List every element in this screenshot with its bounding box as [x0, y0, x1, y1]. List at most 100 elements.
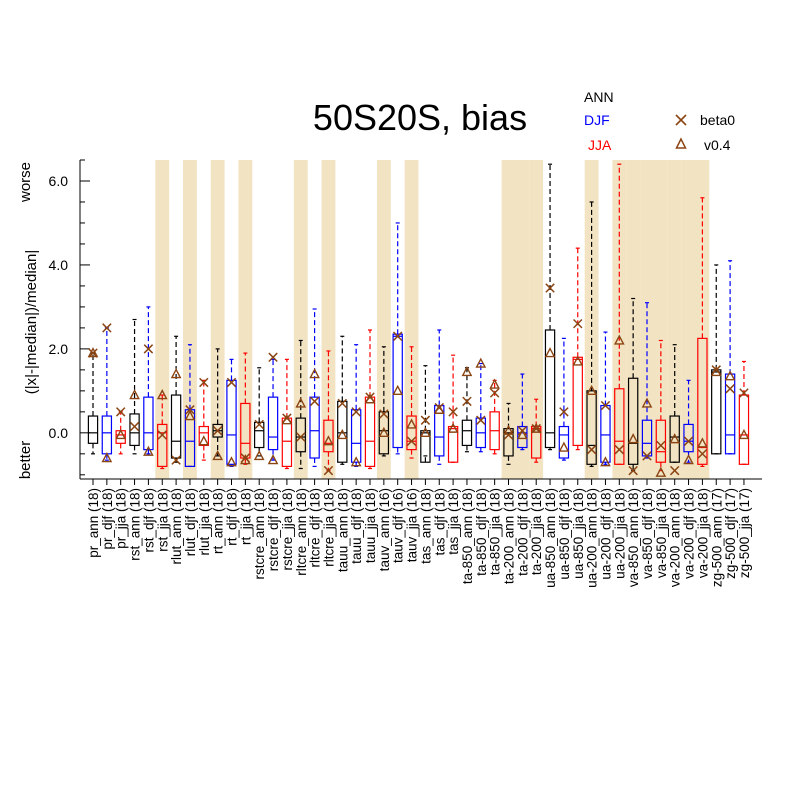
- beta0-marker: [226, 377, 237, 388]
- box-iqr: [392, 333, 403, 449]
- y-axis: 0.0 2.0 4.0 6.0: [49, 159, 90, 479]
- v04-marker: [87, 347, 99, 358]
- box-11: [239, 352, 251, 465]
- x-tick-label: zg-500_djf (17): [723, 488, 738, 579]
- box-34: [558, 337, 570, 461]
- box-14: [281, 358, 293, 470]
- x-tick-label: tauv_jja (16): [405, 488, 420, 562]
- box-16: [309, 308, 320, 468]
- box-iqr: [614, 388, 625, 465]
- v04-marker: [101, 452, 113, 463]
- box-1: [101, 323, 113, 463]
- box-40: [641, 302, 653, 461]
- x-tick-label: ua-850_djf (18): [557, 488, 572, 580]
- box-22: [392, 222, 404, 455]
- shade-band-15: [653, 160, 668, 479]
- v04-marker: [738, 428, 750, 440]
- box-32: [530, 398, 542, 463]
- box-12: [253, 367, 265, 461]
- v04-marker: [115, 428, 127, 440]
- v04-marker: [184, 410, 196, 421]
- box-29: [489, 378, 501, 455]
- beta0-marker: [656, 440, 666, 451]
- box-iqr: [323, 419, 334, 453]
- beta0-marker: [199, 377, 209, 388]
- beta0-marker: [420, 415, 431, 425]
- x-tick-label: rt_djf (18): [225, 488, 240, 546]
- legend-v04-triangle-icon: [675, 137, 687, 149]
- beta0-marker: [102, 323, 112, 333]
- v04-marker: [433, 403, 445, 414]
- box-4: [143, 306, 154, 456]
- x-tick-label: rst_jja (18): [155, 488, 170, 552]
- x-tick-label: rstcre_djf (18): [266, 488, 281, 571]
- box-41: [655, 339, 667, 477]
- x-tick-label: tauv_ann (16): [377, 488, 392, 571]
- x-tick-label: tauv_djf (16): [391, 488, 406, 563]
- x-tick-label: va-850_ann (18): [626, 488, 641, 587]
- box-46: [724, 260, 736, 455]
- x-tick-label: ua-200_jja (18): [612, 488, 627, 579]
- beta0-marker: [683, 436, 694, 446]
- beta0-marker: [157, 430, 167, 440]
- box-iqr: [600, 404, 611, 463]
- box-iqr: [364, 396, 376, 468]
- box-8: [198, 377, 210, 461]
- box-37: [600, 331, 611, 467]
- beta0-marker: [296, 432, 306, 442]
- x-tick-label: rltcre_djf (18): [308, 488, 323, 568]
- legend-beta0-x-icon: [675, 114, 687, 126]
- box-20: [364, 329, 376, 470]
- box-45: [710, 264, 722, 455]
- v04-marker: [600, 456, 611, 467]
- v04-marker: [170, 368, 182, 379]
- box-iqr: [129, 413, 140, 447]
- boxes: [87, 163, 750, 477]
- x-tick-label: ta-850_jja (18): [488, 488, 503, 575]
- v04-marker: [143, 445, 154, 456]
- v04-marker: [420, 426, 431, 438]
- legend: ANN DJF JJA beta0 v0.4: [584, 89, 735, 153]
- beta0-marker: [268, 352, 278, 363]
- x-tick-label: rlut_jja (18): [197, 488, 212, 556]
- box-28: [475, 357, 487, 453]
- box-26: [447, 354, 459, 463]
- box-iqr: [281, 417, 293, 468]
- y-tick-label: 4.0: [49, 257, 69, 273]
- shade-band-8: [501, 160, 516, 479]
- box-iqr: [724, 373, 736, 455]
- beta0-marker: [212, 425, 223, 436]
- x-tick-label: tas_ann (18): [418, 488, 433, 564]
- beta0-marker: [600, 400, 611, 411]
- x-tick-label: rstcre_ann (18): [252, 488, 267, 580]
- box-17: [323, 350, 334, 476]
- shade-band-6: [376, 160, 391, 479]
- beta0-marker: [489, 388, 500, 398]
- y-tick-label: 2.0: [49, 341, 69, 357]
- shade-band-9: [515, 160, 530, 479]
- x-tick-label: ta-200_djf (18): [515, 488, 530, 576]
- box-iqr: [295, 417, 306, 453]
- box-21: [378, 346, 390, 457]
- beta0-marker: [697, 449, 708, 459]
- box-iqr: [157, 423, 168, 468]
- v04-marker: [267, 454, 279, 465]
- beta0-marker: [185, 405, 195, 415]
- x-tick-label: va-850_djf (18): [640, 488, 655, 579]
- x-tick-label: ta-200_ann (18): [502, 488, 517, 584]
- box-6: [170, 335, 182, 465]
- beta0-marker: [573, 318, 583, 329]
- box-18: [336, 335, 348, 465]
- box-iqr: [87, 415, 99, 444]
- beta0-marker: [642, 451, 652, 461]
- y-tick-label: 6.0: [49, 173, 69, 189]
- v04-marker: [336, 428, 348, 440]
- shade-band-4: [293, 160, 308, 479]
- beta0-marker: [628, 465, 638, 476]
- v04-marker: [710, 365, 722, 377]
- beta0-marker: [171, 455, 181, 465]
- legend-season-djf: DJF: [584, 112, 610, 128]
- legend-marker-beta0: beta0: [700, 112, 735, 128]
- box-38: [613, 163, 625, 465]
- v04-marker: [586, 384, 597, 396]
